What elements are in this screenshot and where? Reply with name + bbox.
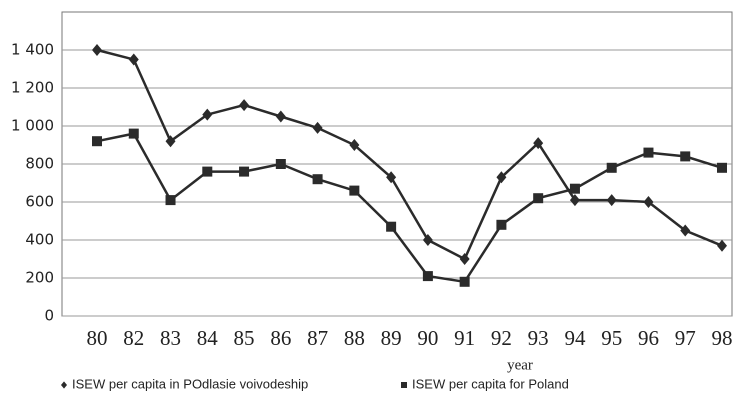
data-point [422,234,433,246]
data-point [386,221,397,232]
x-tick-label: 90 [417,326,438,350]
data-point [312,174,323,185]
data-point [606,162,617,173]
data-point [422,271,433,282]
x-tick-label: 94 [564,326,586,350]
data-point [717,162,727,173]
series-line [96,48,723,261]
data-point [533,137,544,150]
x-tick-label: 84 [197,326,219,350]
data-point [92,44,102,56]
series-line [96,132,723,284]
x-tick-label: 82 [123,326,144,350]
x-tick-label: 97 [675,326,696,350]
legend-marker [401,382,407,388]
y-tick-label: 0 [44,307,54,325]
data-point [569,194,580,207]
legend-marker [61,381,67,389]
y-tick-label: 1 000 [11,117,54,135]
y-tick-label: 200 [25,269,54,287]
data-point [275,159,286,169]
y-tick-label: 400 [25,231,54,249]
data-point [386,171,397,184]
x-tick-label: 92 [491,326,512,350]
data-point [496,219,507,230]
x-tick-label: 88 [344,326,365,350]
x-tick-label: 85 [234,326,255,350]
legend-label: ISEW per capita for Poland [412,376,569,391]
data-point [239,99,250,112]
data-point [459,276,470,287]
data-point [459,253,470,265]
data-point [643,147,654,158]
data-point [496,171,507,184]
data-point [165,195,176,206]
x-tick-label: 98 [712,326,733,350]
data-point [92,136,102,147]
x-tick-label: 87 [307,326,328,350]
data-point [569,183,580,194]
data-point [349,185,360,196]
data-point [606,194,617,207]
data-point [680,151,691,162]
y-tick-label: 600 [25,193,54,211]
data-point [643,196,654,208]
data-point [128,53,139,66]
data-point [312,121,323,134]
x-tick-label: 80 [87,326,108,350]
data-point [717,239,727,252]
data-point [165,135,176,148]
x-tick-label: 95 [601,326,622,350]
data-point [275,110,286,123]
x-tick-label: 86 [270,326,291,350]
legend-label: ISEW per capita in POdlasie voivodeship [72,376,308,391]
x-tick-label: 96 [638,326,659,350]
data-point [128,128,139,139]
x-axis-label: year [507,357,533,373]
data-point [349,139,360,151]
x-tick-label: 89 [381,326,402,350]
data-point [533,193,544,204]
x-tick-label: 91 [454,326,475,350]
y-tick-label: 1 200 [11,79,54,97]
data-point [680,224,691,237]
x-tick-label: 93 [528,326,549,350]
x-tick-label: 83 [160,326,181,350]
data-point [202,166,213,177]
y-tick-label: 1 400 [11,41,54,59]
data-point [239,166,250,177]
data-point [202,108,213,121]
y-tick-label: 800 [25,155,54,173]
